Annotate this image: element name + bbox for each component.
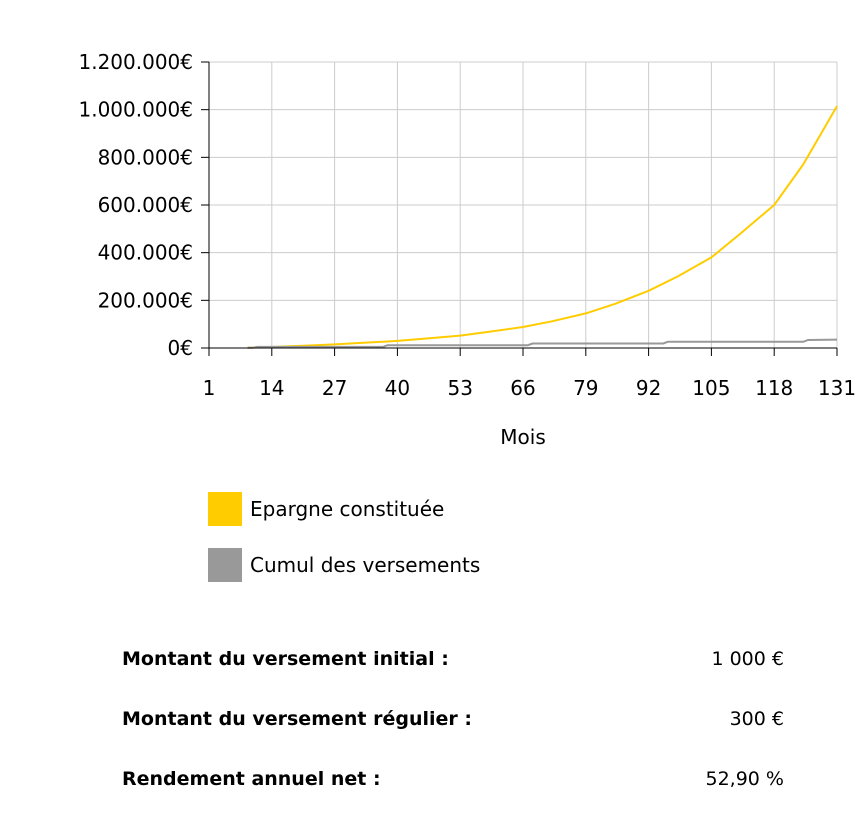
x-tick-label: 53 — [447, 376, 472, 400]
legend-swatch-cumul — [208, 548, 242, 582]
y-tick-label: 600.000€ — [98, 193, 193, 217]
annual-yield-value: 52,90 % — [705, 768, 785, 790]
x-tick-label: 131 — [818, 376, 856, 400]
legend-item-epargne: Epargne constituée — [208, 492, 480, 526]
legend-swatch-epargne — [208, 492, 242, 526]
legend-item-cumul: Cumul des versements — [208, 548, 480, 582]
x-tick-label: 79 — [573, 376, 598, 400]
legend-label-cumul: Cumul des versements — [250, 553, 481, 577]
y-tick-label: 1.000.000€ — [78, 98, 193, 122]
x-tick-label: 1 — [203, 376, 216, 400]
x-tick-label: 66 — [510, 376, 535, 400]
regular-deposit-label: Montant du versement régulier : — [122, 708, 472, 730]
y-tick-label: 400.000€ — [98, 241, 193, 265]
summary-row-initial: Montant du versement initial : 1 000 € — [122, 640, 784, 678]
series-line-0 — [247, 105, 838, 349]
x-axis-title: Mois — [500, 425, 545, 449]
chart-legend: Epargne constituée Cumul des versements — [208, 492, 480, 604]
series-line-1 — [247, 338, 838, 349]
regular-deposit-value: 300 € — [729, 708, 784, 730]
summary-row-yield: Rendement annuel net : 52,90 % — [122, 760, 784, 798]
initial-deposit-label: Montant du versement initial : — [122, 648, 449, 670]
x-tick-label: 92 — [636, 376, 661, 400]
y-tick-label: 200.000€ — [98, 288, 193, 312]
x-tick-label: 27 — [322, 376, 347, 400]
x-tick-label: 118 — [755, 376, 793, 400]
summary-row-regular: Montant du versement régulier : 300 € — [122, 700, 784, 738]
initial-deposit-value: 1 000 € — [711, 648, 784, 670]
y-tick-label: 1.200.000€ — [78, 50, 193, 74]
summary-table: Montant du versement initial : 1 000 € M… — [122, 640, 784, 820]
annual-yield-label: Rendement annuel net : — [122, 768, 381, 790]
legend-label-epargne: Epargne constituée — [250, 497, 445, 521]
x-tick-label: 105 — [692, 376, 730, 400]
y-tick-label: 800.000€ — [98, 145, 193, 169]
y-tick-label: 0€ — [168, 336, 193, 360]
savings-chart: 0€ 200.000€ 400.000€ 600.000€ 800.000€ 1.000.… — [78, 50, 856, 449]
x-tick-label: 40 — [385, 376, 410, 400]
x-tick-label: 14 — [259, 376, 284, 400]
